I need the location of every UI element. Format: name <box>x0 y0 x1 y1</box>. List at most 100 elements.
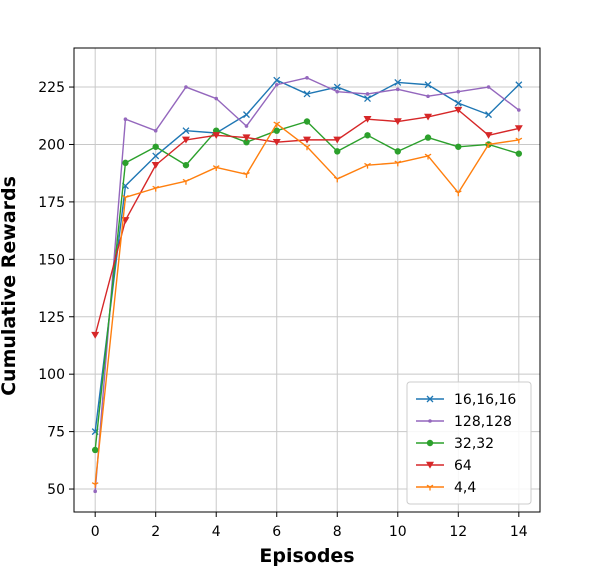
legend-box <box>406 381 532 505</box>
data-point <box>517 108 521 112</box>
data-point <box>515 81 523 89</box>
legend-label: 16,16,16 <box>454 392 516 408</box>
data-point <box>182 178 190 185</box>
y-axis: 50 75 100 125 150 175 200 225 <box>38 80 74 498</box>
y-tick-label: 75 <box>47 425 65 441</box>
series-1 <box>93 76 521 494</box>
legend-item: 128,128 <box>416 414 512 430</box>
data-point <box>243 172 250 178</box>
data-point <box>454 190 462 197</box>
data-point <box>93 489 97 494</box>
series-2 <box>91 118 523 454</box>
data-point <box>244 124 249 128</box>
data-point <box>212 132 221 139</box>
legend: 16,16,16 128,128 32,32 64 4,4 <box>406 381 532 505</box>
data-point <box>334 148 341 155</box>
x-axis-title: Episodes <box>259 545 354 567</box>
legend-label: 128,128 <box>454 414 512 430</box>
data-point <box>273 127 280 134</box>
data-point <box>181 136 190 144</box>
legend-item: 64 <box>416 458 472 474</box>
data-point <box>394 160 402 167</box>
data-point <box>182 161 190 169</box>
data-point <box>152 152 160 160</box>
data-point <box>152 143 159 150</box>
data-point <box>152 185 160 192</box>
x-tick-label: 4 <box>212 524 221 540</box>
data-point <box>212 165 220 171</box>
data-point <box>394 78 402 86</box>
data-point <box>424 153 432 160</box>
data-point <box>514 125 523 132</box>
x-axis: 0 2 4 6 8 10 12 14 <box>91 512 528 540</box>
data-point <box>274 82 279 87</box>
legend-marker <box>428 419 432 423</box>
plot-frame <box>73 47 541 513</box>
data-point <box>515 137 523 144</box>
legend-label: 64 <box>454 458 472 474</box>
legend-marker <box>426 395 434 403</box>
data-point <box>303 144 311 151</box>
data-point <box>333 176 341 183</box>
data-point <box>395 87 400 92</box>
data-point <box>243 138 250 146</box>
data-point <box>486 85 491 89</box>
y-tick-label: 100 <box>38 367 65 383</box>
data-point <box>515 150 523 157</box>
x-tick-label: 8 <box>333 524 342 540</box>
data-point <box>364 132 371 139</box>
y-tick-label: 225 <box>38 80 65 96</box>
data-point <box>273 121 281 128</box>
data-point <box>272 138 281 146</box>
y-tick-label: 150 <box>38 252 65 268</box>
y-tick-label: 175 <box>38 195 65 211</box>
data-point <box>335 89 340 94</box>
data-point <box>303 136 311 144</box>
data-point <box>91 446 99 454</box>
legend-item: 16,16,16 <box>416 392 516 408</box>
data-point <box>123 117 128 122</box>
y-axis-title: Cumulative Rewards <box>0 176 20 396</box>
series-layer <box>91 76 523 494</box>
data-point <box>455 143 462 150</box>
data-point <box>424 81 432 89</box>
legend-marker <box>426 439 434 447</box>
data-point <box>426 94 430 99</box>
x-tick-label: 2 <box>151 524 160 540</box>
series-4 <box>91 121 523 488</box>
data-point <box>242 134 251 142</box>
y-tick-label: 125 <box>38 310 65 326</box>
data-point <box>485 111 493 119</box>
legend-marker <box>426 484 434 491</box>
data-point <box>365 92 370 96</box>
y-tick-label: 200 <box>38 137 65 153</box>
data-point <box>91 331 100 339</box>
data-point <box>151 161 160 169</box>
data-point <box>484 132 493 139</box>
series-0 <box>91 76 523 436</box>
y-tick-label: 50 <box>47 482 65 498</box>
data-point <box>485 142 492 148</box>
data-point <box>122 194 129 201</box>
data-point <box>456 89 461 94</box>
legend-label: 4,4 <box>454 480 476 496</box>
data-point <box>363 116 372 123</box>
data-point <box>303 90 311 98</box>
data-point <box>184 85 188 89</box>
legend-item: 32,32 <box>416 436 494 452</box>
x-tick-label: 12 <box>449 524 467 540</box>
data-point <box>393 118 402 126</box>
data-point <box>424 134 432 141</box>
x-tick-label: 0 <box>91 524 100 540</box>
data-point <box>394 148 401 155</box>
data-point <box>91 482 99 488</box>
data-point <box>122 159 129 167</box>
x-tick-label: 6 <box>272 524 281 540</box>
data-point <box>454 99 462 107</box>
data-point <box>333 136 342 144</box>
data-point <box>303 118 311 125</box>
data-point <box>454 106 463 114</box>
data-point <box>153 128 158 133</box>
legend-item: 4,4 <box>416 480 476 496</box>
